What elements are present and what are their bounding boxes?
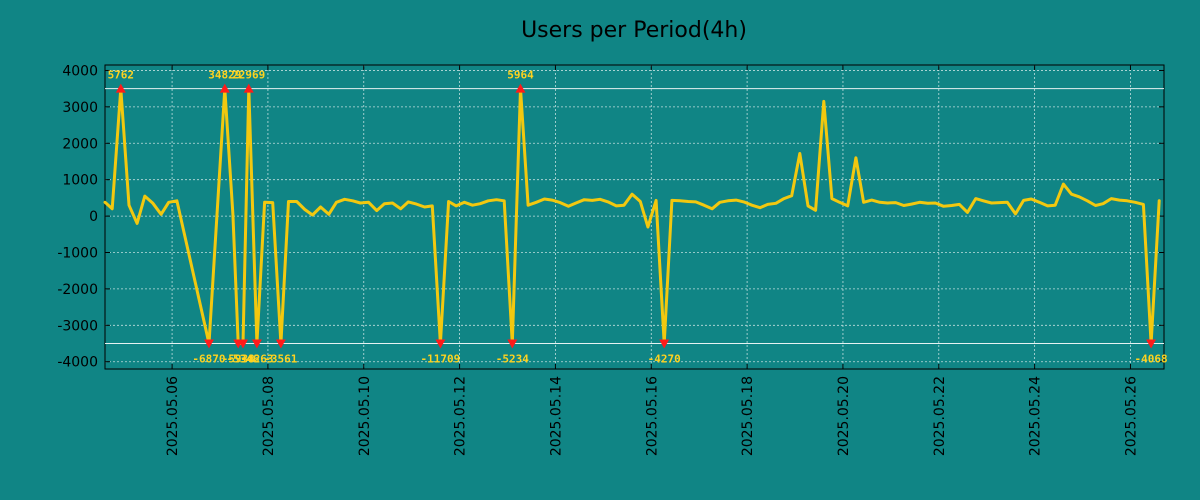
spike-value-label: -5938 [222, 353, 255, 366]
spike-value-label: -5346 [226, 353, 259, 366]
x-tick-label: 2025.05.12 [453, 376, 469, 456]
spike-down-marker [1146, 339, 1157, 349]
x-tick-label: 2025.05.24 [1028, 376, 1044, 456]
y-tick-label: -1000 [57, 245, 98, 261]
spike-down-marker [238, 339, 249, 349]
spike-value-label: -5234 [496, 353, 529, 366]
spike-down-marker [251, 339, 262, 349]
spike-value-label: -4263 [240, 353, 273, 366]
spike-up-marker [115, 83, 126, 93]
grid-lines [105, 65, 1164, 369]
y-axis: 4000 3000 2000 1000 0 -1000 -2000 -3000 -4000 [57, 63, 1164, 371]
spike-value-label: 34829 [208, 69, 241, 82]
spike-value-label: -11709 [421, 353, 461, 366]
series-layer [103, 87, 1161, 345]
spike-up-marker [219, 83, 230, 93]
spike-down-marker [203, 339, 214, 349]
spike-value-label: 5964 [507, 69, 534, 82]
y-tick-label: -4000 [57, 355, 98, 371]
x-tick-label: 2025.05.20 [836, 376, 852, 456]
y-tick-label: 3000 [62, 100, 98, 116]
spike-value-label: 22969 [232, 69, 265, 82]
spike-value-label: 5762 [108, 69, 135, 82]
y-tick-label: 4000 [62, 63, 98, 79]
spike-value-label: -3561 [264, 353, 297, 366]
x-tick-label: 2025.05.10 [357, 376, 373, 456]
y-tick-label: 2000 [62, 136, 98, 152]
spike-value-label: -6870 [192, 353, 225, 366]
spike-up-marker [515, 83, 526, 93]
spike-down-marker [435, 339, 446, 349]
spike-up-marker [243, 83, 254, 93]
plot-area-frame [104, 64, 1165, 370]
y-tick-label: 1000 [62, 173, 98, 189]
y-tick-label: -2000 [57, 282, 98, 298]
x-tick-label: 2025.05.08 [261, 376, 277, 456]
y-tick-label: -3000 [57, 318, 98, 334]
x-tick-label: 2025.05.06 [165, 376, 181, 456]
spike-value-label: -4270 [648, 353, 681, 366]
chart-title: Users per Period(4h) [521, 18, 747, 43]
x-tick-label: 2025.05.14 [548, 376, 564, 456]
spike-down-marker [507, 339, 518, 349]
x-tick-label: 2025.05.22 [932, 376, 948, 456]
spike-down-marker [659, 339, 670, 349]
series-line [103, 87, 1161, 345]
spike-down-marker [275, 339, 286, 349]
x-tick-label: 2025.05.16 [644, 376, 660, 456]
x-tick-label: 2025.05.26 [1123, 376, 1139, 456]
spike-value-label: -4068 [1134, 353, 1167, 366]
x-tick-label: 2025.05.18 [740, 376, 756, 456]
x-axis: 2025.05.06 2025.05.08 2025.05.10 2025.05.12… [165, 65, 1139, 456]
y-tick-label: 0 [89, 209, 98, 225]
